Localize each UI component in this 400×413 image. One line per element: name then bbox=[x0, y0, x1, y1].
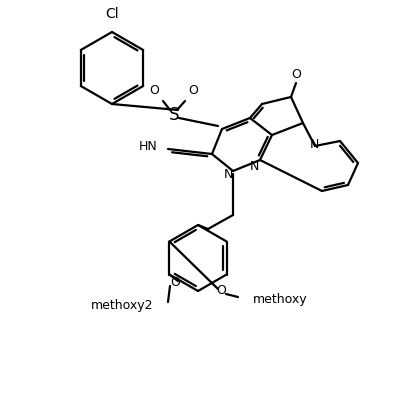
Text: methoxy: methoxy bbox=[253, 294, 308, 306]
Text: O: O bbox=[170, 276, 180, 290]
Text: N: N bbox=[249, 159, 259, 173]
Text: methoxy2: methoxy2 bbox=[90, 299, 153, 311]
Text: N: N bbox=[223, 168, 233, 180]
Text: HN: HN bbox=[139, 140, 158, 154]
Text: O: O bbox=[216, 285, 226, 297]
Text: S: S bbox=[169, 106, 179, 124]
Text: O: O bbox=[291, 67, 301, 81]
Text: N: N bbox=[309, 138, 319, 152]
Text: O: O bbox=[149, 83, 159, 97]
Text: Cl: Cl bbox=[105, 7, 119, 21]
Text: O: O bbox=[188, 83, 198, 97]
